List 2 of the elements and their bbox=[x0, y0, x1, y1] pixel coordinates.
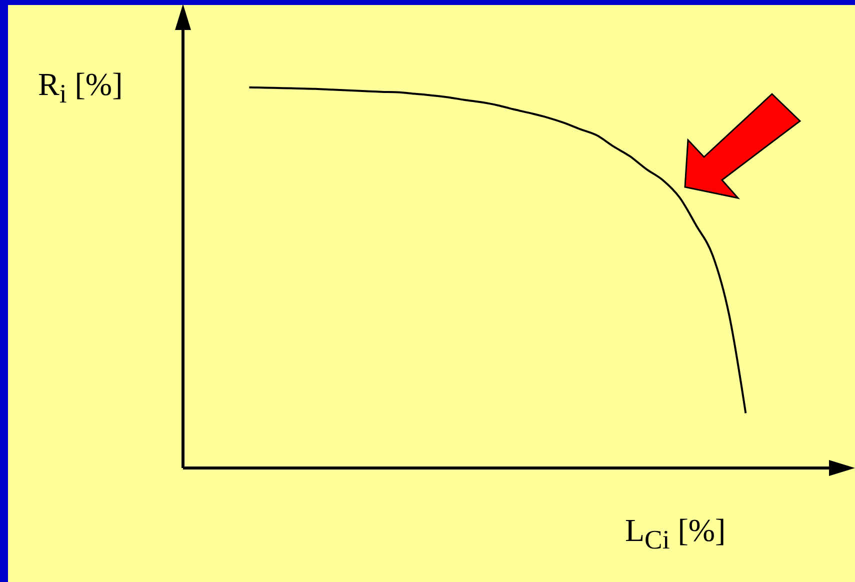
y-axis-title: R$_{i}$ [%] bbox=[38, 66, 123, 110]
x-axis-title: L$_{Ci}$ [%] bbox=[625, 512, 726, 556]
